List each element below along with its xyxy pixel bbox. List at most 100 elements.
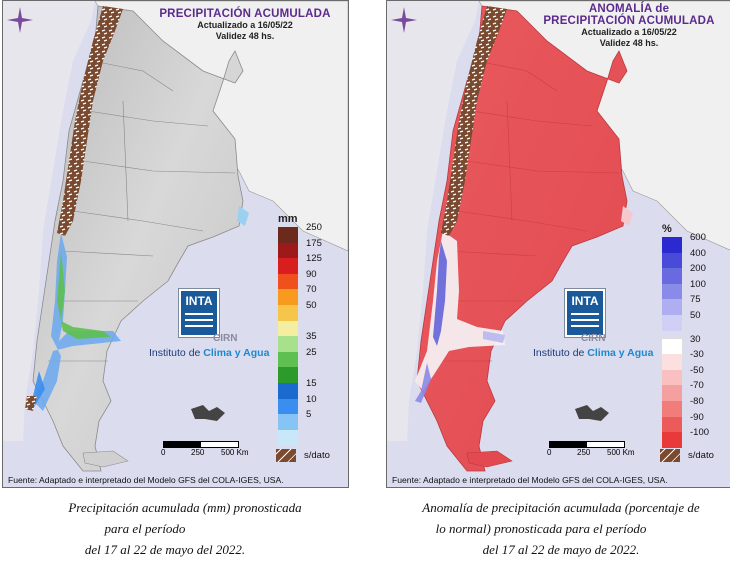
legend-row: -50 (662, 365, 722, 386)
compass-rose-icon (391, 7, 417, 33)
precip-zone-blue (33, 233, 121, 411)
legend-label: 250 (306, 222, 322, 233)
updated-date: Actualizado a 16/05/22 (197, 20, 293, 30)
no-data-zone-south (25, 396, 37, 411)
legend-label: 125 (306, 253, 322, 265)
legend-label: 90 (306, 268, 317, 280)
no-data-label: s/dato (688, 450, 714, 461)
legend-row: 250 (278, 222, 338, 243)
legend-label: 600 (690, 232, 706, 243)
map-title-line1: ANOMALÍA de (588, 3, 670, 15)
cirn-label: CIRN (581, 333, 606, 344)
legend-row (278, 367, 338, 383)
legend-swatch (662, 432, 682, 448)
legend-swatch (278, 429, 298, 446)
legend-row (278, 320, 338, 337)
logo-wave (185, 325, 213, 327)
anomaly-zone-east (621, 206, 633, 226)
legend-row: 15 (278, 378, 338, 399)
legend-label: 70 (306, 284, 317, 296)
compass-rose-icon (7, 7, 33, 33)
legend-label: 35 (306, 331, 317, 343)
anomaly-zone-neutral (415, 231, 505, 391)
legend-label: -80 (690, 395, 704, 407)
legend-row: 5 (278, 409, 338, 430)
institute-prefix: Instituto de (533, 347, 588, 359)
scale-label-0: 0 (161, 448, 166, 457)
scale-bar-graphic (163, 441, 239, 448)
malvinas-islands (575, 405, 609, 421)
legend-swatch (278, 273, 298, 290)
no-data-zone (57, 6, 123, 236)
legend-swatch (662, 385, 682, 401)
legend-row: 25 (278, 347, 338, 368)
legend-row: 100 (662, 279, 722, 300)
legend-label: 100 (690, 278, 706, 290)
logo-wave (571, 325, 599, 327)
map-scale-bar: 0 250 500 Km (547, 441, 635, 463)
legend-swatch (278, 336, 298, 352)
institute-name: Instituto de Clima y Agua (533, 347, 653, 359)
institute-prefix: Instituto de (149, 347, 204, 359)
legend-label: 50 (306, 299, 317, 311)
inta-logo-text: INTA (571, 294, 599, 308)
logo-wave (185, 319, 213, 321)
legend-label: 75 (690, 294, 701, 306)
anomaly-map-panel: ANOMALÍA de PRECIPITACIÓN ACUMULADA Actu… (386, 0, 730, 488)
legend-swatch (662, 299, 682, 315)
scale-label-500: 500 Km (607, 448, 635, 457)
precipitation-map-panel: PRECIPITACIÓN ACUMULADA Actualizado a 16… (2, 0, 349, 488)
logo-wave (571, 313, 599, 315)
scale-bar-black (164, 442, 201, 447)
legend-swatch (662, 268, 682, 284)
anomaly-caption: Anomalía de precipitación acumulada (por… (392, 497, 730, 560)
legend-label: 200 (690, 263, 706, 275)
legend-row: -100 (662, 427, 722, 448)
precipitation-map (3, 1, 348, 472)
updated-date: Actualizado a 16/05/22 (581, 27, 677, 37)
institute-highlight: Clima y Agua (203, 347, 270, 359)
legend-swatch (662, 252, 682, 269)
hatch-swatch (660, 449, 680, 462)
legend-unit: % (662, 223, 672, 235)
legend-label: -50 (690, 364, 704, 376)
legend-label: -100 (690, 427, 710, 439)
validity-text: Validez 48 hs. (599, 38, 659, 48)
legend-row: 90 (278, 269, 338, 290)
anomaly-zone-mid-positive (483, 331, 505, 343)
anomaly-zone-positive (433, 241, 447, 346)
legend-row: 200 (662, 263, 722, 284)
map-title-line2: PRECIPITACIÓN ACUMULADA (543, 15, 715, 27)
no-data-legend: s/dato (276, 449, 338, 463)
cirn-label: CIRN (213, 333, 238, 344)
no-data-legend: s/dato (660, 449, 722, 463)
tierra-del-fuego (82, 450, 129, 468)
legend-label: -90 (690, 411, 704, 423)
inta-logo: INTA (565, 289, 605, 337)
precip-zone-east (237, 206, 249, 226)
legend-label: 30 (690, 333, 701, 345)
scale-label-250: 250 (577, 448, 591, 457)
legend-label: 15 (306, 377, 317, 389)
legend-row: -30 (662, 349, 722, 370)
legend-label: -30 (690, 349, 704, 361)
legend-swatch (662, 237, 682, 253)
logo-wave (571, 319, 599, 321)
legend-swatch (278, 304, 298, 321)
legend-row: -90 (662, 412, 722, 433)
scale-label-250: 250 (191, 448, 205, 457)
tierra-del-fuego (466, 450, 513, 468)
legend-swatch (278, 351, 298, 368)
legend-row: -80 (662, 396, 722, 417)
scale-bar-black (550, 442, 587, 447)
legend-row: 10 (278, 394, 338, 415)
precipitation-caption: Precipitación acumulada (mm) pronosticad… (20, 497, 350, 560)
legend-label: 25 (306, 346, 317, 358)
legend-row: 75 (662, 294, 722, 315)
institute-name: Instituto de Clima y Agua (149, 347, 269, 359)
legend-swatch (662, 400, 682, 417)
inta-logo-text: INTA (185, 294, 213, 308)
legend-label: -70 (690, 380, 704, 392)
pacific-ocean (387, 1, 479, 441)
legend-swatch (662, 283, 682, 300)
